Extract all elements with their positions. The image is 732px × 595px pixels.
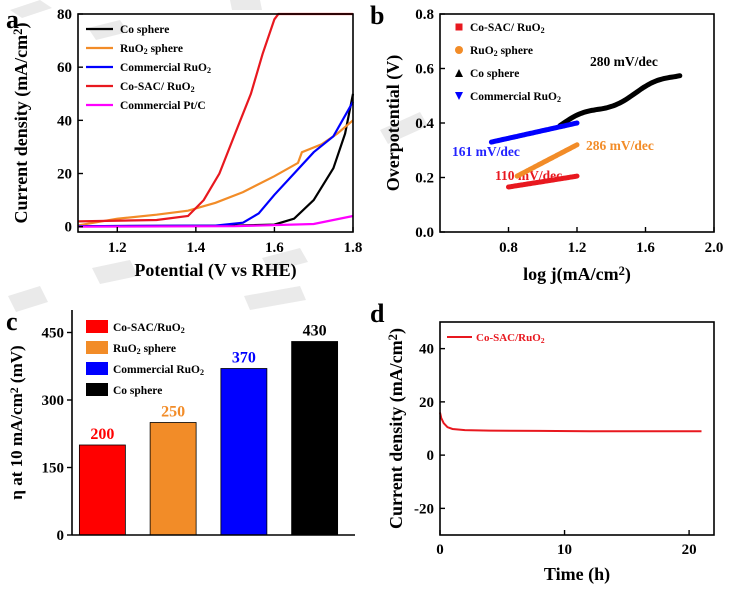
- panel-letter-b: b: [370, 1, 384, 30]
- y-tick-label: 0.6: [415, 62, 434, 78]
- scatter-series-3: [557, 73, 683, 129]
- x-tick-label: 1.4: [186, 240, 205, 256]
- x-tick-label: 1.2: [568, 240, 587, 256]
- panel-a-chart: 1.2 1.4 1.6 1.8 0 20 40 60 80 Potential (V vs RHE…: [6, 5, 362, 281]
- bar-value-label: 430: [303, 323, 327, 340]
- series-line-1: [439, 412, 702, 433]
- legend-label: Commercial Pt/C: [120, 100, 206, 112]
- y-tick-label: 80: [57, 7, 72, 23]
- legend-swatch: [86, 341, 108, 354]
- legend-label: Co-SAC/RuO2​: [476, 332, 545, 345]
- bar-3: [220, 368, 268, 536]
- panel-a-axes-frame: [77, 13, 354, 233]
- y-tick-label: 0: [427, 448, 435, 464]
- y-tick-label: 0.4: [415, 116, 434, 132]
- legend-label: Co-SAC/ RuO2​: [470, 22, 545, 35]
- y-tick-label: 20: [57, 167, 72, 183]
- y-tick-label: 0.0: [415, 225, 434, 241]
- panel-letter-c: c: [6, 307, 18, 336]
- slope-label: 286 mV/dec: [586, 138, 654, 153]
- x-tick-label: 1.6: [265, 240, 284, 256]
- x-tick-label: 2.0: [705, 240, 724, 256]
- panel-letter-d: d: [370, 299, 385, 328]
- background-mark: [380, 112, 428, 144]
- bar-4: [291, 341, 339, 536]
- background-mark: [8, 286, 48, 312]
- x-tick-label: 1.6: [636, 240, 655, 256]
- y-tick-label: 0.8: [415, 7, 434, 23]
- y-axis-label: η at 10 mA/cm2​ (mV): [7, 345, 26, 499]
- bar-value-label: 250: [161, 404, 185, 421]
- scatter-series-1: [506, 173, 580, 190]
- x-axis-label: log j(mA/cm2​): [523, 264, 631, 285]
- bar-value-label: 200: [90, 426, 114, 443]
- legend-label: Co sphere: [470, 68, 519, 80]
- y-tick-label: 0.2: [415, 171, 434, 187]
- background-mark: [92, 260, 138, 284]
- x-axis-label: Potential (V vs RHE): [134, 260, 296, 281]
- legend-marker: [455, 92, 463, 100]
- panel-c-chart: 200 250 370 430 0 150 300 450 η at 10 mA/cm2​ (m…: [6, 307, 355, 544]
- legend-label: Co-SAC/ RuO2​: [120, 81, 195, 94]
- legend-label: RuO2​ sphere: [120, 43, 183, 56]
- bar-2: [149, 422, 197, 536]
- legend-label: RuO2​ sphere: [113, 343, 176, 356]
- y-tick-label: -20: [414, 501, 434, 517]
- y-axis-label: Current density (mA/cm2​): [11, 23, 32, 224]
- y-tick-label: 20: [419, 395, 434, 411]
- y-tick-label: 450: [42, 326, 65, 342]
- legend-label: RuO2​ sphere: [470, 45, 533, 58]
- legend-label: Commercial RuO2​: [113, 364, 204, 377]
- legend-marker: [455, 46, 463, 54]
- series-line-1: [77, 93, 355, 228]
- series-line-2: [77, 119, 354, 227]
- background-mark: [230, 0, 262, 10]
- legend-swatch: [86, 320, 108, 333]
- bar-1: [78, 444, 126, 536]
- panel-letter-a: a: [6, 5, 19, 34]
- slope-label: 161 mV/dec: [452, 144, 520, 159]
- y-tick-label: 300: [42, 393, 65, 409]
- y-tick-label: 0: [65, 220, 73, 236]
- legend-label: Co-SAC/RuO2​: [113, 322, 185, 335]
- x-tick-label: 10: [557, 542, 572, 558]
- y-axis-label: Overpotential (V): [383, 55, 404, 191]
- legend-label: Co sphere: [120, 24, 169, 36]
- legend-swatch: [86, 362, 108, 375]
- y-tick-label: 150: [42, 461, 65, 477]
- y-tick-label: 0: [57, 528, 65, 544]
- slope-label: 110 mV/dec: [495, 168, 562, 183]
- series-line-3: [77, 101, 354, 228]
- x-axis-label: Time (h): [544, 564, 610, 585]
- y-axis-label: Current density (mA/cm2​): [386, 328, 407, 529]
- panel-b-chart: 110 mV/dec 286 mV/dec 280 mV/dec 161 mV/dec…: [370, 1, 723, 285]
- x-tick-label: 0.8: [499, 240, 518, 256]
- x-tick-label: 1.2: [108, 240, 127, 256]
- scatter-series-4: [488, 120, 580, 145]
- legend-label: Co sphere: [113, 385, 162, 397]
- x-tick-label: 0: [436, 542, 444, 558]
- x-tick-label: 1.8: [344, 240, 363, 256]
- background-mark: [244, 286, 306, 310]
- background-mark: [262, 248, 308, 272]
- series-line-4: [77, 12, 353, 223]
- legend-marker: [455, 69, 463, 77]
- series-line-5: [77, 214, 354, 228]
- background-mark: [10, 0, 52, 18]
- y-tick-label: 40: [419, 342, 434, 358]
- panel-d-chart: 0 10 20 -20 0 20 40 Time (h) Current density (mA…: [370, 299, 715, 585]
- legend-label: Commercial RuO2​: [120, 62, 211, 75]
- scatter-series-2: [514, 142, 580, 179]
- slope-label: 280 mV/dec: [590, 54, 658, 69]
- y-tick-label: 60: [57, 60, 72, 76]
- legend-label: Commercial RuO2​: [470, 91, 561, 104]
- legend-marker: [455, 23, 463, 31]
- legend-swatch: [86, 383, 108, 396]
- panel-d-axes-frame: [439, 321, 715, 536]
- y-tick-label: 40: [57, 113, 72, 129]
- x-tick-label: 20: [682, 542, 697, 558]
- bar-value-label: 370: [232, 350, 256, 367]
